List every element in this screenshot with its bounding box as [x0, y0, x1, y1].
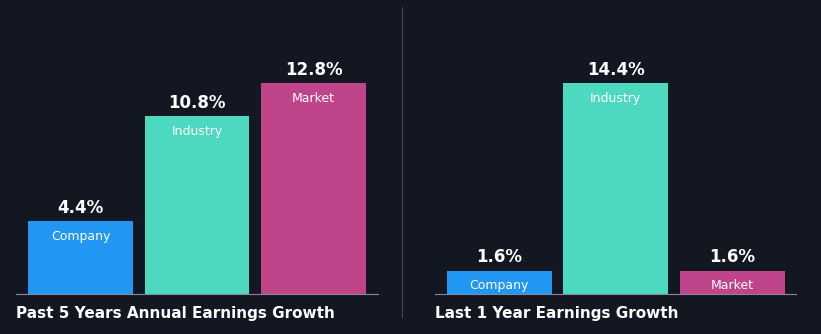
Text: 10.8%: 10.8%	[168, 94, 226, 112]
Text: Market: Market	[292, 92, 335, 105]
Text: Market: Market	[711, 279, 754, 292]
Bar	[447, 271, 552, 294]
Text: 1.6%: 1.6%	[709, 248, 755, 266]
Text: Last 1 Year Earnings Growth: Last 1 Year Earnings Growth	[435, 306, 679, 321]
Text: Company: Company	[470, 279, 529, 292]
Text: Industry: Industry	[172, 125, 222, 138]
Text: 1.6%: 1.6%	[476, 248, 522, 266]
Text: Past 5 Years Annual Earnings Growth: Past 5 Years Annual Earnings Growth	[16, 306, 335, 321]
Bar	[144, 116, 250, 294]
Text: Industry: Industry	[590, 92, 641, 105]
Text: 4.4%: 4.4%	[57, 199, 103, 217]
Bar	[261, 83, 366, 294]
Bar	[563, 83, 668, 294]
Text: Company: Company	[51, 230, 110, 243]
Bar	[680, 271, 785, 294]
Bar	[28, 221, 133, 294]
Text: 14.4%: 14.4%	[587, 61, 644, 79]
Text: 12.8%: 12.8%	[285, 61, 342, 79]
